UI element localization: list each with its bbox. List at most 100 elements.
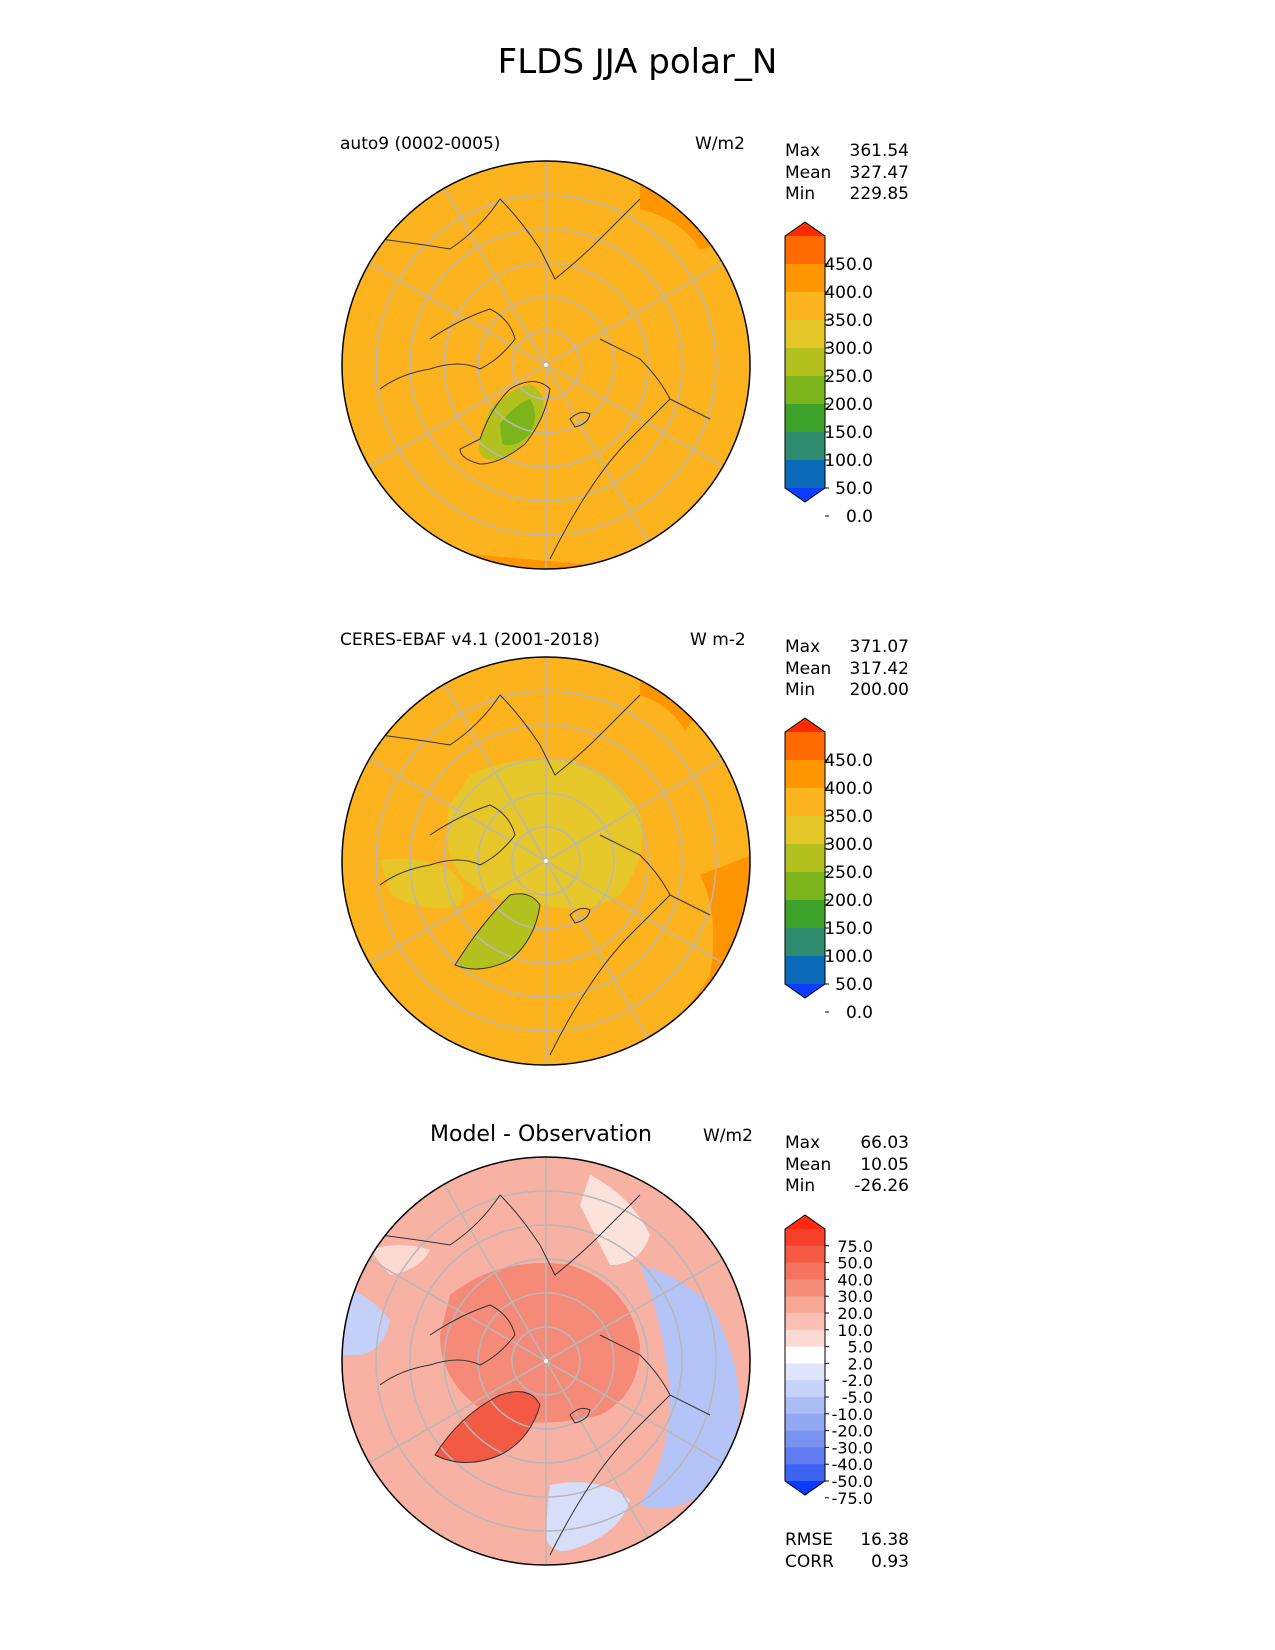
colorbar-segment: [785, 376, 825, 405]
stat-label: Max: [785, 141, 821, 161]
colorbar-segment: [785, 928, 825, 957]
stat-label: Mean: [785, 1154, 832, 1175]
colorbar-tick-label: -10.0: [832, 1405, 873, 1424]
colorbar-segment: [785, 1229, 825, 1247]
colorbar-segment: [785, 320, 825, 349]
field-positive-core: [440, 1263, 640, 1423]
north-pole-marker: [544, 363, 548, 367]
colorbar: 450.0 400.0 350.0 300.0 250.0 200.0 150.0 100.0…: [784, 221, 873, 527]
panel-units: W/m2: [695, 134, 745, 154]
stat-value: 66.03: [860, 1133, 909, 1153]
colorbar-segment: [785, 1363, 825, 1381]
colorbar-tick-label: -40.0: [832, 1455, 873, 1474]
colorbar-segment: [785, 1430, 825, 1448]
colorbar-extend-max: [785, 1215, 825, 1229]
colorbar-tick-label: 350.0: [824, 807, 873, 827]
colorbar-segment: [785, 1380, 825, 1398]
colorbar-segment: [785, 348, 825, 377]
colorbar-tick-label: 350.0: [824, 311, 873, 331]
panel-units: W m-2: [690, 630, 746, 650]
colorbar-segment: [785, 1313, 825, 1331]
stat-value: 200.00: [849, 680, 909, 700]
panel-title: CERES-EBAF v4.1 (2001-2018): [340, 630, 600, 650]
colorbar-extend-min: [785, 984, 825, 998]
colorbar-segment: [785, 1447, 825, 1465]
colorbar-segment: [785, 1262, 825, 1280]
colorbar-tick-label: 450.0: [824, 255, 873, 275]
colorbar-tick-label: 20.0: [837, 1304, 873, 1323]
colorbar-segment: [785, 264, 825, 293]
map-boundary: [341, 656, 751, 1066]
stat-value: 10.05: [860, 1154, 909, 1175]
stat-label: Max: [785, 1133, 821, 1153]
colorbar-tick-label: 0.0: [846, 1003, 873, 1023]
stat-value: 229.85: [849, 184, 909, 204]
metric-value: 0.93: [871, 1551, 909, 1572]
colorbar-extend-min: [785, 488, 825, 502]
coastlines: [379, 694, 711, 1056]
colorbar-segment: [785, 816, 825, 845]
colorbar-tick-label: -20.0: [832, 1422, 873, 1441]
field-arctic-basin: [446, 759, 643, 909]
metric-label: CORR: [785, 1551, 834, 1572]
colorbar-segment: [785, 1245, 825, 1264]
colorbar-tick-label: 40.0: [837, 1270, 873, 1289]
colorbar-segment: [785, 1413, 825, 1432]
graticule: [368, 161, 724, 569]
stat-label: Mean: [785, 162, 832, 183]
colorbar-segment: [785, 732, 825, 761]
colorbar-tick-label: 100.0: [824, 947, 873, 967]
stat-label: Min: [785, 680, 816, 700]
colorbar-tick-label: 30.0: [837, 1287, 873, 1306]
colorbar-tick-label: 50.0: [835, 975, 873, 995]
colorbar-tick-label: -5.0: [842, 1388, 873, 1407]
greenland-field-core: [500, 399, 535, 446]
colorbar: 450.0 400.0 350.0 300.0 250.0 200.0 150.0 100.0…: [784, 717, 873, 1023]
colorbar-tick-label: 5.0: [848, 1338, 873, 1357]
stat-label: Max: [785, 637, 821, 657]
panel-units: W/m2: [703, 1126, 753, 1146]
colorbar-segment: [785, 292, 825, 321]
map-boundary: [341, 1156, 751, 1566]
stat-value: 361.54: [849, 141, 909, 161]
colorbar-tick-label: 450.0: [824, 751, 873, 771]
stat-label: Min: [785, 184, 816, 204]
stat-value: 327.47: [849, 162, 909, 183]
stats-box: Max 371.07 Mean 317.42 Min 200.00: [785, 637, 909, 702]
colorbar-segment: [785, 404, 825, 433]
colorbar-tick-label: 75.0: [837, 1237, 873, 1256]
stat-value: 317.42: [849, 658, 909, 679]
colorbar-segment: [785, 1279, 825, 1297]
colorbar-tick-label: 150.0: [824, 919, 873, 939]
colorbar-svg: 450.0 400.0 350.0 300.0 250.0 200.0 150.0 100.0…: [784, 717, 873, 1023]
colorbar-tick-label: 150.0: [824, 423, 873, 443]
colorbar-segment: [785, 236, 825, 265]
metric-label: RMSE: [785, 1530, 834, 1550]
field-negative-east: [640, 1265, 740, 1509]
polar-map: [341, 656, 751, 1066]
colorbar-tick-label: -30.0: [832, 1438, 873, 1457]
colorbar-tick-label: 2.0: [848, 1354, 873, 1373]
coastlines: [379, 198, 711, 560]
colorbar-segment: [785, 1346, 825, 1364]
colorbar-extend-max: [785, 718, 825, 732]
colorbar-tick-label: 300.0: [824, 339, 873, 359]
colorbar-svg: 75.050.040.030.020.010.05.02.0-2.0-5.0-1…: [784, 1214, 873, 1508]
panel-title: auto9 (0002-0005): [340, 134, 501, 154]
colorbar-segment: [785, 1329, 825, 1348]
colorbar-tick-label: -75.0: [832, 1489, 873, 1508]
coastlines: [379, 1194, 711, 1556]
colorbar-segment: [785, 1397, 825, 1415]
colorbar-svg: 450.0 400.0 350.0 300.0 250.0 200.0 150.0 100.0…: [784, 221, 873, 527]
colorbar-extend-min: [785, 1481, 825, 1495]
metrics-box: RMSE 16.38 CORR 0.93: [785, 1530, 909, 1573]
colorbar-extend-max: [785, 222, 825, 236]
colorbar-tick-label: 250.0: [824, 367, 873, 387]
colorbar-tick-label: 200.0: [824, 395, 873, 415]
colorbar-tick-label: 0.0: [846, 507, 873, 527]
stats-box: Max 361.54 Mean 327.47 Min 229.85: [785, 141, 909, 206]
colorbar-tick-label: 400.0: [824, 283, 873, 303]
polar-map: [341, 1156, 751, 1566]
polar-map: [341, 160, 751, 570]
north-pole-marker: [544, 1359, 548, 1363]
